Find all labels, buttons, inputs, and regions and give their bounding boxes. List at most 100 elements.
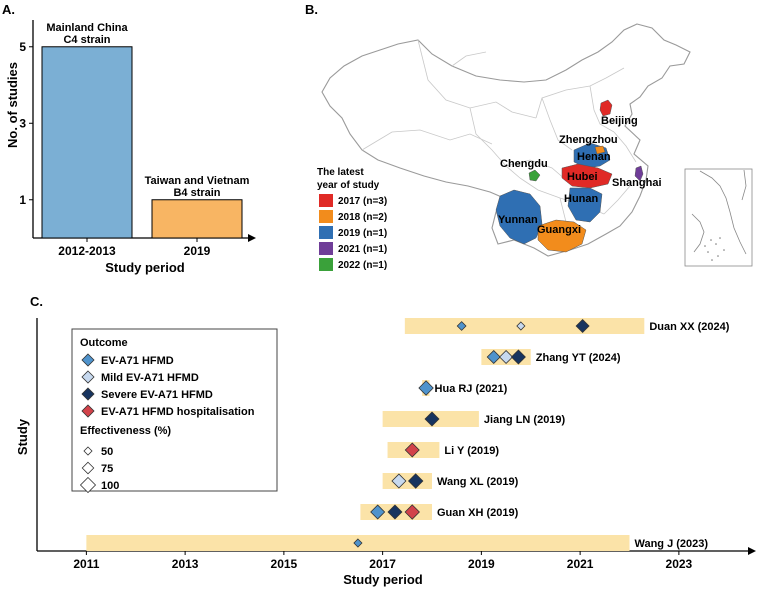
map-legend-swatch-2022-n-1 (319, 258, 333, 271)
region-hunan (567, 187, 603, 223)
region-zhengzhou (594, 145, 606, 155)
legend-outcome-icon-severe (81, 387, 95, 401)
map-legend-title-line2: year of study (317, 180, 380, 191)
study-label-jiang-ln-2019: Jiang LN (2019) (484, 414, 566, 426)
legend-effectiveness-title: Effectiveness (%) (80, 425, 171, 437)
c-x-tick-2013: 2013 (172, 557, 199, 571)
bar-label-2012-2013-0: Mainland China (46, 22, 128, 34)
legend-size-icon-50 (83, 446, 93, 456)
panel-a-x-arrow-icon (248, 234, 256, 242)
map-inset-frame (684, 168, 753, 267)
map-label-chengdu: Chengdu (500, 158, 548, 170)
legend-outcome-label-mild: Mild EV-A71 HFMD (101, 372, 199, 384)
map-legend-swatch-2018-n-2 (319, 210, 333, 223)
y-tick-1: 1 (19, 193, 26, 207)
study-point-guan-xh-2019-ev-0 (370, 504, 386, 520)
map-legend-label-2018-n-2: 2018 (n=2) (338, 212, 387, 223)
region-chengdu (528, 169, 541, 182)
bar-label-2019-0: Taiwan and Vietnam (145, 175, 250, 187)
study-point-jiang-ln-2019-severe-0 (424, 411, 440, 427)
x-tick-2019: 2019 (184, 244, 211, 258)
map-label-hunan: Hunan (564, 193, 599, 205)
map-legend: The latest year of study 2017 (n=3) 2018 … (317, 167, 387, 271)
y-tick-3: 3 (19, 116, 26, 130)
study-label-guan-xh-2019: Guan XH (2019) (437, 507, 519, 519)
study-point-li-y-2019-hosp-0 (404, 442, 420, 458)
map-label-shanghai: Shanghai (612, 177, 662, 189)
c-x-tick-2021: 2021 (567, 557, 594, 571)
study-point-zhang-yt-2024-severe-2 (510, 349, 526, 365)
x-tick-2012-2013: 2012-2013 (58, 244, 116, 258)
map-inset-coastline (691, 169, 747, 255)
region-guangxi (537, 219, 587, 253)
legend-size-label-50: 50 (101, 446, 113, 458)
legend-outcome-label-hosp: EV-A71 HFMD hospitalisation (101, 406, 255, 418)
map-label-beijing: Beijing (601, 115, 638, 127)
panel-b-label: B. (305, 2, 318, 17)
panel-c-x-axis-title: Study period (343, 572, 423, 587)
panel-a-label: A. (2, 2, 15, 17)
study-label-zhang-yt-2024: Zhang YT (2024) (536, 352, 621, 364)
legend-outcome-icon-mild (81, 370, 95, 384)
province-boundaries (361, 39, 637, 241)
study-point-wang-j-2023-ev-0 (353, 538, 363, 548)
y-tick-5: 5 (19, 40, 26, 54)
c-x-tick-2019: 2019 (468, 557, 495, 571)
c-x-tick-2011: 2011 (73, 557, 99, 571)
study-label-hua-rj-2021: Hua RJ (2021) (435, 383, 508, 395)
c-x-tick-2017: 2017 (369, 557, 396, 571)
map-legend-label-2022-n-1: 2022 (n=1) (338, 260, 387, 271)
map-legend-label-2017-n-3: 2017 (n=3) (338, 196, 387, 207)
legend-size-icon-75 (81, 461, 95, 475)
panel-b: B. (305, 2, 753, 271)
map-legend-swatch-2019-n-1 (319, 226, 333, 239)
map-legend-label-2021-n-1: 2021 (n=1) (338, 244, 387, 255)
legend-size-icon-100 (79, 476, 97, 494)
map-label-guangxi: Guangxi (537, 224, 581, 236)
map-legend-swatch-2017-n-3 (319, 194, 333, 207)
study-point-duan-xx-2024-severe-2 (575, 318, 590, 334)
region-shanghai (634, 165, 644, 182)
study-point-guan-xh-2019-severe-1 (387, 504, 403, 520)
study-point-duan-xx-2024-ev-0 (456, 321, 467, 331)
study-label-wang-xl-2019: Wang XL (2019) (437, 476, 519, 488)
panel-c: C. Study Duan XX (2024) Zhang YT (2024) Hu… (15, 294, 756, 587)
legend-size-label-75: 75 (101, 463, 113, 475)
bar-2019 (151, 199, 243, 239)
bar-2012-2013 (41, 46, 133, 239)
map-label-henan: Henan (577, 151, 611, 163)
region-yunnan (495, 189, 543, 245)
legend-outcome-icon-ev (81, 353, 95, 367)
map-label-zhengzhou: Zhengzhou (559, 134, 618, 146)
region-hubei (561, 163, 613, 189)
study-point-wang-xl-2019-mild-0 (391, 473, 407, 489)
legend-outcome-label-severe: Severe EV-A71 HFMD (101, 389, 213, 401)
map-label-yunnan: Yunnan (498, 214, 538, 226)
map-regions (495, 99, 644, 253)
c-x-tick-2023: 2023 (666, 557, 693, 571)
legend-outcome-icon-hosp (81, 404, 95, 418)
map-legend-swatch-2021-n-1 (319, 242, 333, 255)
map-legend-title-line1: The latest (317, 167, 364, 178)
study-point-wang-xl-2019-severe-1 (407, 473, 424, 489)
panel-a-y-axis-title: No. of studies (5, 62, 20, 148)
study-point-guan-xh-2019-hosp-2 (404, 504, 420, 520)
region-beijing (599, 99, 613, 117)
map-labels: Beijing Zhengzhou Henan Chengdu Hubei Sh… (498, 115, 662, 236)
timeline-legend-box (71, 328, 278, 492)
study-point-zhang-yt-2024-ev-0 (486, 349, 501, 365)
panel-c-x-arrow-icon (748, 547, 756, 555)
panel-c-label: C. (30, 294, 43, 309)
panel-c-y-axis-title: Study (15, 418, 30, 455)
bar-label-2012-2013-1: C4 strain (63, 34, 110, 46)
study-point-hua-rj-2021-ev-0 (418, 380, 434, 396)
bar-label-2019-1: B4 strain (173, 187, 220, 199)
map-inset-islands (704, 237, 725, 261)
map-label-hubei: Hubei (567, 171, 598, 183)
study-label-duan-xx-2024: Duan XX (2024) (649, 321, 729, 333)
c-x-tick-2015: 2015 (271, 557, 298, 571)
map-legend-label-2019-n-1: 2019 (n=1) (338, 228, 387, 239)
legend-outcome-title: Outcome (80, 337, 128, 349)
